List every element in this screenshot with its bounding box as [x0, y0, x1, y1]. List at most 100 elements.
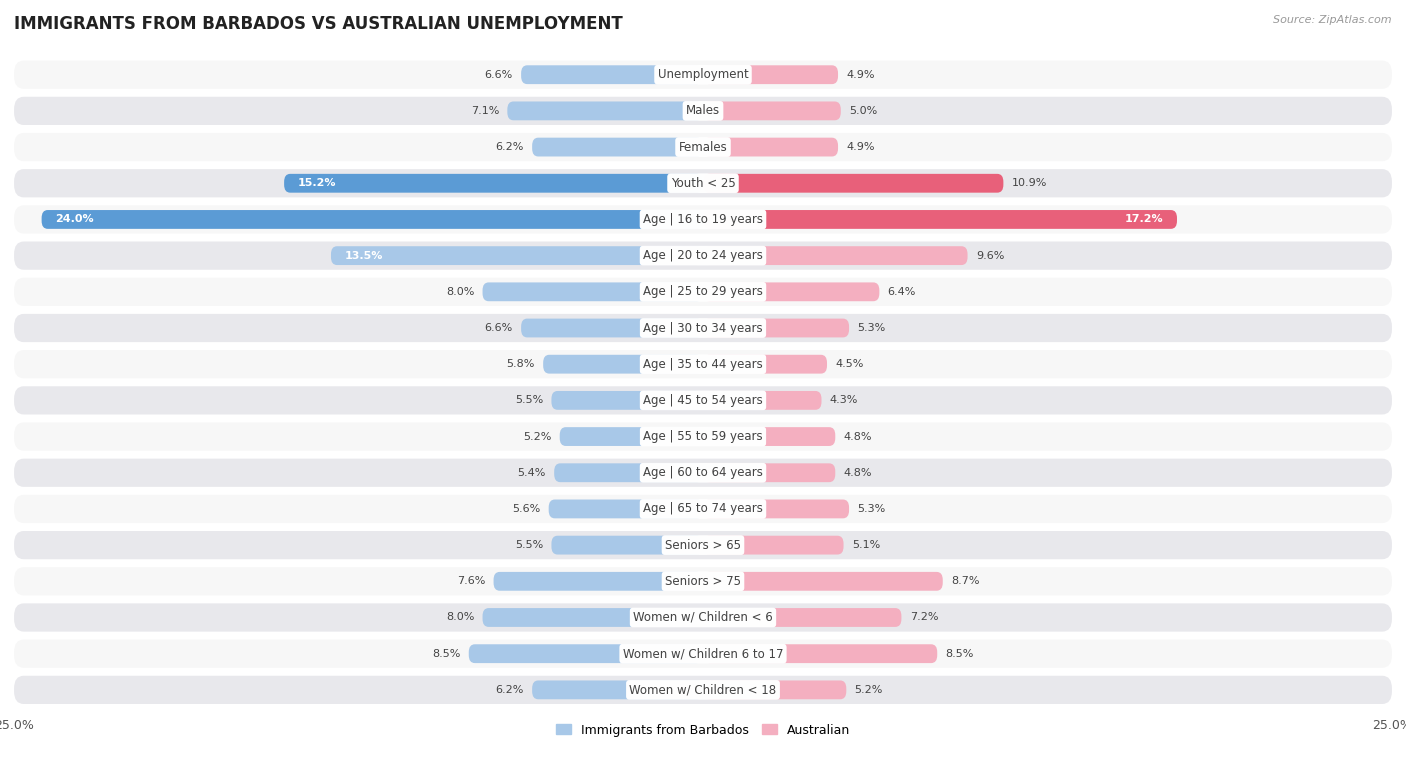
FancyBboxPatch shape [14, 459, 1392, 487]
Text: 4.9%: 4.9% [846, 142, 875, 152]
Text: Youth < 25: Youth < 25 [671, 177, 735, 190]
Text: Women w/ Children 6 to 17: Women w/ Children 6 to 17 [623, 647, 783, 660]
FancyBboxPatch shape [531, 681, 703, 699]
FancyBboxPatch shape [14, 495, 1392, 523]
FancyBboxPatch shape [703, 319, 849, 338]
Text: 7.6%: 7.6% [457, 576, 485, 587]
FancyBboxPatch shape [14, 603, 1392, 631]
FancyBboxPatch shape [522, 65, 703, 84]
Text: Unemployment: Unemployment [658, 68, 748, 81]
Text: 4.3%: 4.3% [830, 395, 858, 406]
Text: 5.3%: 5.3% [858, 323, 886, 333]
Text: Women w/ Children < 18: Women w/ Children < 18 [630, 684, 776, 696]
Text: Age | 20 to 24 years: Age | 20 to 24 years [643, 249, 763, 262]
Text: Males: Males [686, 104, 720, 117]
Text: 5.4%: 5.4% [517, 468, 546, 478]
Text: 5.8%: 5.8% [506, 359, 534, 369]
Text: Age | 20 to 24 years: Age | 20 to 24 years [643, 249, 763, 262]
Text: 5.2%: 5.2% [855, 685, 883, 695]
Text: 8.5%: 8.5% [432, 649, 461, 659]
FancyBboxPatch shape [14, 314, 1392, 342]
Text: Women w/ Children < 6: Women w/ Children < 6 [633, 611, 773, 624]
FancyBboxPatch shape [703, 427, 835, 446]
Text: Women w/ Children 6 to 17: Women w/ Children 6 to 17 [623, 647, 783, 660]
Text: 6.2%: 6.2% [495, 685, 524, 695]
FancyBboxPatch shape [14, 97, 1392, 125]
Text: Source: ZipAtlas.com: Source: ZipAtlas.com [1274, 15, 1392, 25]
Text: Age | 35 to 44 years: Age | 35 to 44 years [643, 358, 763, 371]
Text: Seniors > 75: Seniors > 75 [665, 575, 741, 587]
Text: Age | 30 to 34 years: Age | 30 to 34 years [643, 322, 763, 335]
FancyBboxPatch shape [703, 210, 1177, 229]
Text: 8.0%: 8.0% [446, 287, 474, 297]
Text: Females: Females [679, 141, 727, 154]
Text: Age | 65 to 74 years: Age | 65 to 74 years [643, 503, 763, 516]
Text: 5.2%: 5.2% [523, 431, 551, 441]
Text: 17.2%: 17.2% [1125, 214, 1163, 224]
FancyBboxPatch shape [551, 391, 703, 410]
Text: Age | 35 to 44 years: Age | 35 to 44 years [643, 358, 763, 371]
Text: 7.2%: 7.2% [910, 612, 938, 622]
FancyBboxPatch shape [703, 572, 943, 590]
FancyBboxPatch shape [551, 536, 703, 555]
Text: 4.9%: 4.9% [846, 70, 875, 79]
Text: 7.1%: 7.1% [471, 106, 499, 116]
FancyBboxPatch shape [703, 282, 879, 301]
FancyBboxPatch shape [14, 205, 1392, 234]
Text: 5.6%: 5.6% [512, 504, 540, 514]
Text: 5.1%: 5.1% [852, 540, 880, 550]
FancyBboxPatch shape [703, 644, 938, 663]
Text: 6.6%: 6.6% [485, 70, 513, 79]
Text: Age | 55 to 59 years: Age | 55 to 59 years [643, 430, 763, 443]
Text: 6.6%: 6.6% [485, 323, 513, 333]
Text: 4.8%: 4.8% [844, 468, 872, 478]
Text: 8.7%: 8.7% [950, 576, 980, 587]
FancyBboxPatch shape [482, 608, 703, 627]
FancyBboxPatch shape [703, 536, 844, 555]
FancyBboxPatch shape [14, 531, 1392, 559]
Text: Age | 65 to 74 years: Age | 65 to 74 years [643, 503, 763, 516]
FancyBboxPatch shape [14, 241, 1392, 269]
Text: 24.0%: 24.0% [55, 214, 94, 224]
FancyBboxPatch shape [548, 500, 703, 519]
FancyBboxPatch shape [703, 355, 827, 374]
FancyBboxPatch shape [703, 463, 835, 482]
FancyBboxPatch shape [703, 681, 846, 699]
Text: Age | 55 to 59 years: Age | 55 to 59 years [643, 430, 763, 443]
FancyBboxPatch shape [482, 282, 703, 301]
Text: Age | 45 to 54 years: Age | 45 to 54 years [643, 394, 763, 407]
Text: 5.0%: 5.0% [849, 106, 877, 116]
Text: Age | 60 to 64 years: Age | 60 to 64 years [643, 466, 763, 479]
FancyBboxPatch shape [531, 138, 703, 157]
FancyBboxPatch shape [560, 427, 703, 446]
Text: Seniors > 65: Seniors > 65 [665, 539, 741, 552]
Text: 9.6%: 9.6% [976, 251, 1004, 260]
Text: Age | 16 to 19 years: Age | 16 to 19 years [643, 213, 763, 226]
FancyBboxPatch shape [14, 350, 1392, 378]
FancyBboxPatch shape [703, 138, 838, 157]
Text: Unemployment: Unemployment [658, 68, 748, 81]
Text: IMMIGRANTS FROM BARBADOS VS AUSTRALIAN UNEMPLOYMENT: IMMIGRANTS FROM BARBADOS VS AUSTRALIAN U… [14, 15, 623, 33]
FancyBboxPatch shape [468, 644, 703, 663]
FancyBboxPatch shape [284, 174, 703, 193]
FancyBboxPatch shape [508, 101, 703, 120]
Text: 4.5%: 4.5% [835, 359, 863, 369]
FancyBboxPatch shape [703, 500, 849, 519]
Text: Youth < 25: Youth < 25 [671, 177, 735, 190]
Text: Seniors > 65: Seniors > 65 [665, 539, 741, 552]
Text: 6.2%: 6.2% [495, 142, 524, 152]
FancyBboxPatch shape [703, 246, 967, 265]
FancyBboxPatch shape [703, 391, 821, 410]
Text: 5.5%: 5.5% [515, 540, 543, 550]
FancyBboxPatch shape [42, 210, 703, 229]
Text: Seniors > 75: Seniors > 75 [665, 575, 741, 587]
Text: 10.9%: 10.9% [1012, 178, 1047, 188]
FancyBboxPatch shape [14, 61, 1392, 89]
FancyBboxPatch shape [330, 246, 703, 265]
Text: 8.5%: 8.5% [945, 649, 974, 659]
FancyBboxPatch shape [522, 319, 703, 338]
FancyBboxPatch shape [14, 640, 1392, 668]
FancyBboxPatch shape [703, 174, 1004, 193]
Text: Age | 25 to 29 years: Age | 25 to 29 years [643, 285, 763, 298]
FancyBboxPatch shape [14, 676, 1392, 704]
